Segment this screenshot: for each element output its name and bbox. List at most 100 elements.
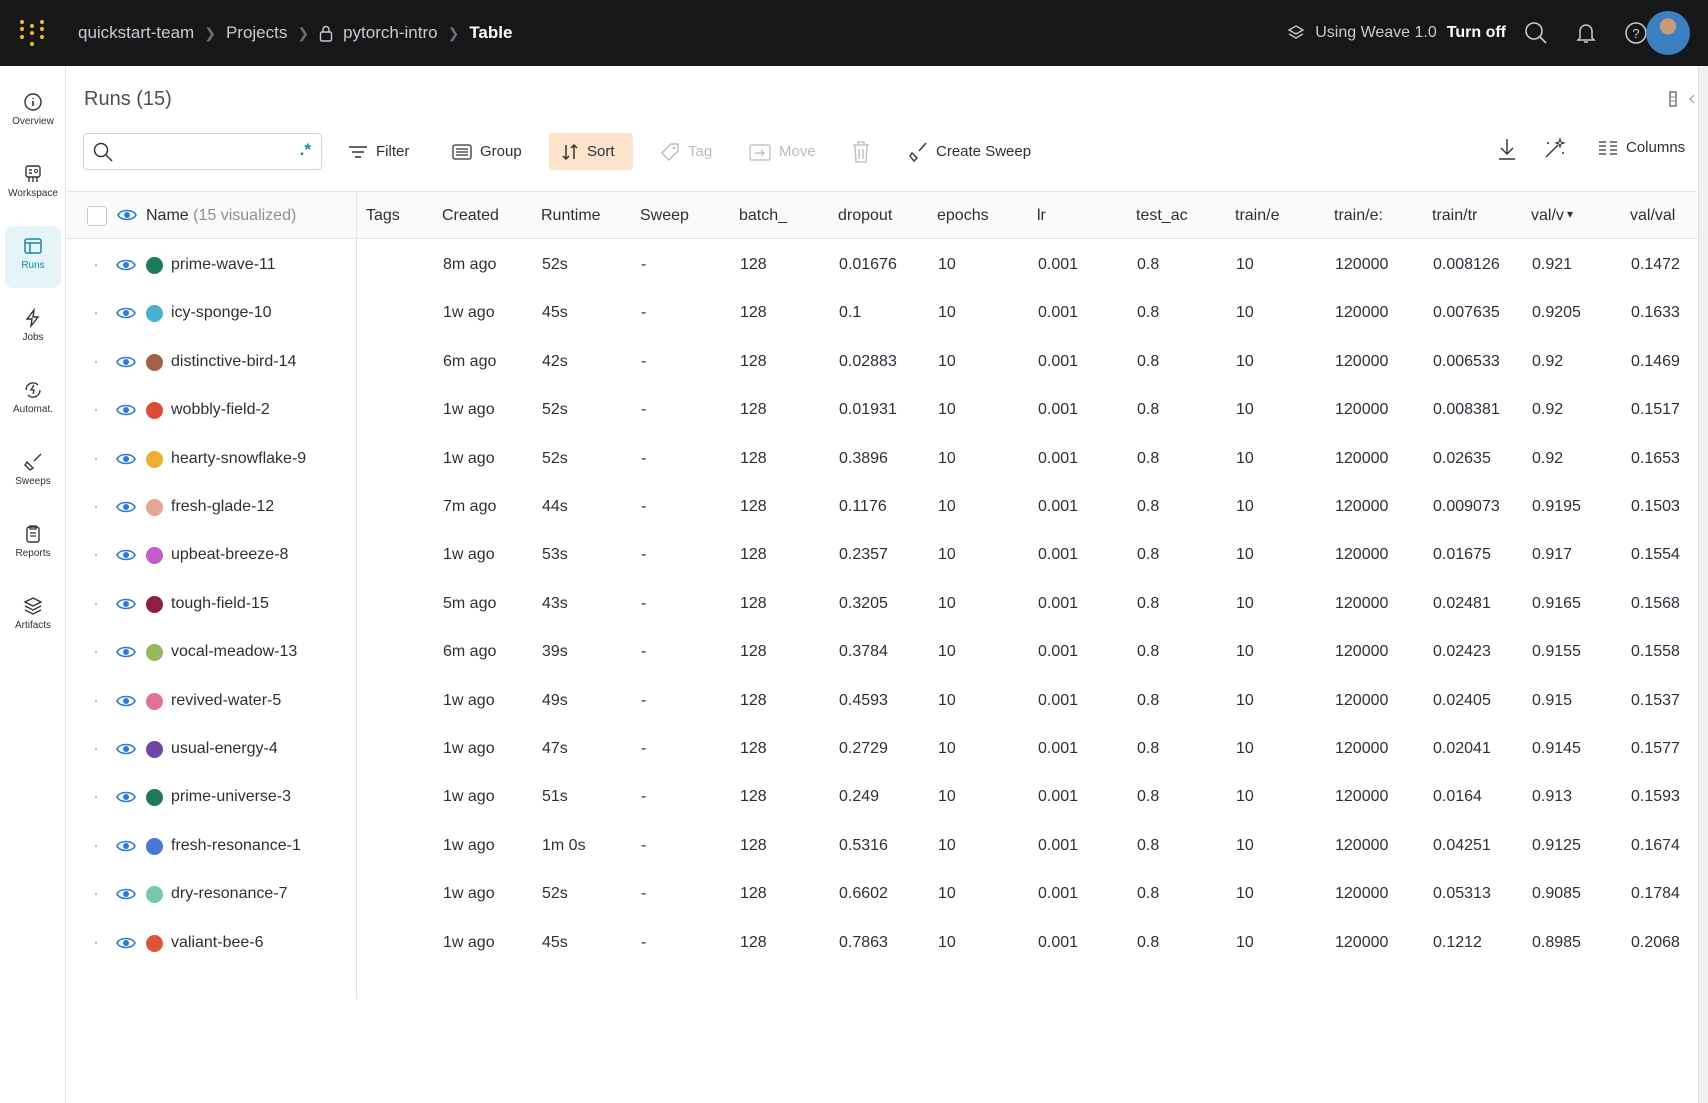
row-handle[interactable]	[95, 602, 97, 605]
table-row[interactable]: fresh-resonance-1 1w ago 1m 0s - 128 0.5316 10…	[67, 822, 1697, 870]
row-handle[interactable]	[95, 264, 97, 266]
table-row[interactable]: distinctive-bird-14 6m ago 42s - 128 0.02883 1…	[67, 338, 1697, 386]
sidebar-item-jobs[interactable]: Jobs	[5, 298, 61, 360]
run-color-dot[interactable]	[146, 499, 163, 516]
table-row[interactable]: revived-water-5 1w ago 49s - 128 0.4593 10 0.00…	[67, 677, 1697, 725]
run-color-dot[interactable]	[146, 741, 163, 758]
select-all-checkbox[interactable]	[87, 206, 107, 226]
eye-icon[interactable]	[117, 208, 137, 222]
eye-icon[interactable]	[116, 887, 136, 901]
download-icon[interactable]	[1497, 138, 1517, 160]
sort-desc-icon[interactable]: ▾	[1567, 207, 1574, 221]
column-header[interactable]: Tags	[366, 207, 400, 224]
run-name-link[interactable]: fresh-glade-12	[171, 498, 275, 515]
sidebar-item-artifacts[interactable]: Artifacts	[5, 586, 61, 648]
sidebar-item-workspace[interactable]: Workspace	[5, 154, 61, 216]
eye-icon[interactable]	[116, 742, 136, 756]
run-color-dot[interactable]	[146, 789, 163, 807]
run-color-dot[interactable]	[146, 547, 163, 565]
run-name-link[interactable]: prime-universe-3	[171, 788, 292, 806]
run-name-link[interactable]: tough-field-15	[171, 594, 269, 612]
scrollbar[interactable]	[1698, 66, 1708, 1103]
run-name-link[interactable]: fresh-resonance-1	[171, 836, 301, 854]
run-color-dot[interactable]	[146, 450, 163, 468]
avatar[interactable]	[1646, 11, 1690, 55]
run-name-link[interactable]: vocal-meadow-13	[171, 643, 298, 661]
row-handle[interactable]	[95, 748, 97, 750]
run-color-dot[interactable]	[146, 692, 163, 710]
breadcrumb-team[interactable]: quickstart-team	[78, 23, 195, 42]
sidebar-item-runs[interactable]: Runs	[5, 226, 61, 288]
table-row[interactable]: prime-wave-11 8m ago 52s - 128 0.01676 10 0.001…	[67, 241, 1697, 289]
table-row[interactable]: wobbly-field-2 1w ago 52s - 128 0.01931 10 0.00…	[67, 386, 1697, 434]
run-name-link[interactable]: hearty-snowflake-9	[171, 449, 307, 467]
run-color-dot[interactable]	[146, 305, 163, 323]
eye-icon[interactable]	[116, 355, 136, 369]
group-button[interactable]: Group	[440, 133, 534, 170]
column-header[interactable]: Runtime	[541, 207, 601, 224]
row-handle[interactable]	[95, 651, 97, 654]
table-row[interactable]: prime-universe-3 1w ago 51s - 128 0.249 10 0.00…	[67, 773, 1697, 821]
eye-icon[interactable]	[116, 936, 136, 950]
sidebar-item-reports[interactable]: Reports	[5, 514, 61, 576]
search-input[interactable]: .*	[83, 133, 322, 170]
row-handle[interactable]	[95, 941, 97, 944]
breadcrumb-projects[interactable]: Projects	[225, 23, 288, 42]
run-name-link[interactable]: revived-water-5	[171, 691, 282, 709]
search-icon[interactable]	[1524, 21, 1548, 45]
table-row[interactable]: usual-energy-4 1w ago 47s - 128 0.2729 10 0.001…	[67, 725, 1697, 773]
delete-button[interactable]	[840, 133, 882, 170]
create-sweep-button[interactable]: Create Sweep	[896, 133, 1043, 170]
run-name-link[interactable]: distinctive-bird-14	[171, 352, 297, 370]
eye-icon[interactable]	[116, 258, 136, 272]
sidebar-item-overview[interactable]: Overview	[5, 82, 61, 144]
row-handle[interactable]	[95, 360, 97, 363]
eye-icon[interactable]	[116, 694, 136, 708]
row-handle[interactable]	[95, 893, 97, 896]
eye-icon[interactable]	[116, 403, 136, 417]
tag-button[interactable]: Tag	[648, 133, 724, 170]
column-header[interactable]: val/v	[1531, 207, 1564, 224]
column-header[interactable]: lr	[1037, 207, 1046, 224]
columns-button[interactable]: Columns	[1586, 129, 1697, 166]
table-row[interactable]: hearty-snowflake-9 1w ago 52s - 128 0.3896 10 0…	[67, 435, 1697, 483]
run-color-dot[interactable]	[146, 595, 163, 613]
column-header[interactable]: val/val	[1630, 207, 1676, 224]
regex-toggle[interactable]: .*	[299, 140, 311, 159]
column-header[interactable]: train/e:	[1334, 207, 1383, 224]
row-handle[interactable]	[95, 506, 97, 508]
run-name-link[interactable]: valiant-bee-6	[171, 933, 264, 951]
column-header[interactable]: dropout	[838, 207, 893, 224]
eye-icon[interactable]	[116, 597, 136, 611]
column-header-name[interactable]: Name (15 visualized)	[146, 192, 406, 240]
eye-icon[interactable]	[116, 452, 136, 466]
turn-off-weave-button[interactable]: Turn off	[1446, 24, 1506, 41]
eye-icon[interactable]	[116, 548, 136, 562]
run-color-dot[interactable]	[146, 402, 163, 420]
row-handle[interactable]	[95, 796, 97, 799]
column-header[interactable]: test_ac	[1136, 207, 1188, 224]
move-button[interactable]: Move	[737, 133, 828, 170]
breadcrumb-project[interactable]: pytorch-intro	[343, 23, 438, 42]
row-handle[interactable]	[95, 457, 97, 460]
eye-icon[interactable]	[116, 790, 136, 804]
table-row[interactable]: fresh-glade-12 7m ago 44s - 128 0.1176 10 0.001…	[67, 483, 1697, 531]
table-row[interactable]: icy-sponge-10 1w ago 45s - 128 0.1 10 0.001 0.8 1…	[67, 289, 1697, 337]
run-name-link[interactable]: usual-energy-4	[171, 740, 278, 757]
column-header[interactable]: train/tr	[1432, 207, 1478, 224]
table-row[interactable]: vocal-meadow-13 6m ago 39s - 128 0.3784 10 0.00…	[67, 628, 1697, 676]
run-color-dot[interactable]	[146, 934, 163, 952]
column-header[interactable]: Created	[442, 207, 499, 224]
eye-icon[interactable]	[116, 306, 136, 320]
run-color-dot[interactable]	[146, 837, 163, 855]
filter-button[interactable]: Filter	[336, 133, 421, 170]
table-row[interactable]: tough-field-15 5m ago 43s - 128 0.3205 10 0.001…	[67, 580, 1697, 628]
run-color-dot[interactable]	[146, 353, 163, 371]
row-handle[interactable]	[95, 844, 97, 847]
sidebar-item-sweeps[interactable]: Sweeps	[5, 442, 61, 504]
row-handle[interactable]	[95, 699, 97, 702]
help-icon[interactable]: ?	[1624, 21, 1648, 45]
table-row[interactable]: dry-resonance-7 1w ago 52s - 128 0.6602 10 0.00…	[67, 870, 1697, 918]
eye-icon[interactable]	[116, 645, 136, 659]
row-handle[interactable]	[95, 409, 97, 412]
